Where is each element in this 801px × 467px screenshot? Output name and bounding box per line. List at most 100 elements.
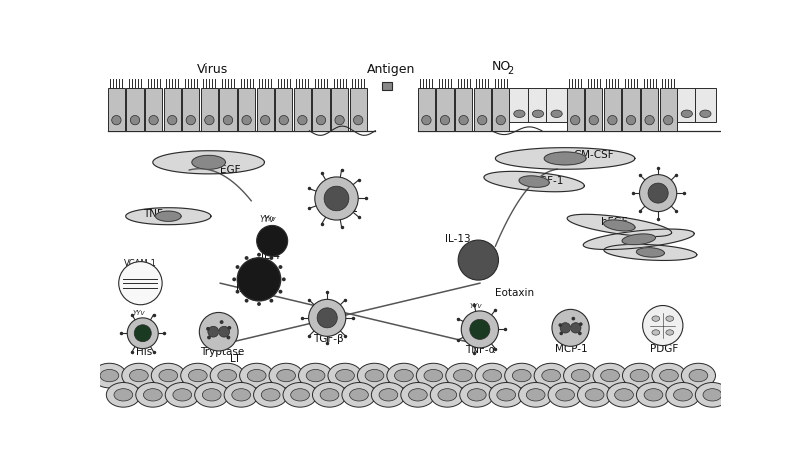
- Circle shape: [119, 262, 162, 305]
- FancyBboxPatch shape: [509, 88, 529, 122]
- FancyBboxPatch shape: [238, 88, 256, 131]
- Circle shape: [207, 326, 219, 337]
- Ellipse shape: [224, 382, 258, 407]
- Ellipse shape: [505, 363, 539, 388]
- Ellipse shape: [151, 363, 185, 388]
- Text: PDGF: PDGF: [650, 344, 678, 354]
- Text: TNF-α: TNF-α: [465, 345, 495, 355]
- Ellipse shape: [365, 369, 384, 382]
- Ellipse shape: [173, 389, 191, 401]
- FancyBboxPatch shape: [455, 88, 472, 131]
- Circle shape: [257, 302, 261, 306]
- FancyBboxPatch shape: [418, 88, 435, 131]
- Circle shape: [235, 265, 239, 269]
- Ellipse shape: [107, 382, 140, 407]
- Text: Virus: Virus: [197, 64, 228, 77]
- Ellipse shape: [306, 369, 325, 382]
- Text: Antigen: Antigen: [368, 64, 416, 77]
- Circle shape: [279, 265, 283, 269]
- Ellipse shape: [218, 369, 236, 382]
- Ellipse shape: [421, 115, 431, 125]
- Text: Tryptase: Tryptase: [200, 347, 244, 358]
- Ellipse shape: [239, 363, 274, 388]
- Polygon shape: [604, 244, 697, 261]
- Ellipse shape: [513, 369, 531, 382]
- Ellipse shape: [298, 115, 307, 125]
- Polygon shape: [484, 171, 584, 192]
- Circle shape: [558, 323, 562, 327]
- Circle shape: [244, 299, 248, 303]
- Ellipse shape: [357, 363, 392, 388]
- Ellipse shape: [578, 382, 612, 407]
- Text: IL-4: IL-4: [261, 251, 280, 261]
- Text: TNF-α: TNF-α: [143, 209, 174, 219]
- Ellipse shape: [652, 363, 686, 388]
- Text: 2: 2: [507, 66, 513, 76]
- Text: TGF-β: TGF-β: [313, 334, 344, 344]
- Ellipse shape: [453, 369, 473, 382]
- Ellipse shape: [526, 389, 545, 401]
- Ellipse shape: [460, 382, 494, 407]
- Text: ICAM-1: ICAM-1: [126, 269, 155, 278]
- Circle shape: [269, 256, 273, 260]
- Circle shape: [282, 277, 286, 281]
- Ellipse shape: [551, 110, 562, 118]
- FancyBboxPatch shape: [331, 88, 348, 131]
- Circle shape: [642, 305, 683, 346]
- Ellipse shape: [477, 115, 487, 125]
- Ellipse shape: [556, 389, 574, 401]
- Text: YYv: YYv: [132, 310, 145, 316]
- Ellipse shape: [586, 389, 604, 401]
- Ellipse shape: [242, 115, 252, 125]
- Ellipse shape: [400, 382, 435, 407]
- Circle shape: [127, 318, 159, 349]
- Circle shape: [219, 326, 230, 337]
- Circle shape: [560, 323, 570, 333]
- Circle shape: [232, 277, 236, 281]
- Text: IL-5: IL-5: [236, 284, 256, 294]
- FancyBboxPatch shape: [586, 88, 602, 131]
- Circle shape: [237, 258, 280, 301]
- Circle shape: [219, 320, 223, 324]
- Ellipse shape: [674, 389, 692, 401]
- Circle shape: [570, 323, 581, 333]
- Circle shape: [227, 336, 231, 340]
- Text: YYv: YYv: [264, 216, 276, 221]
- Circle shape: [308, 299, 346, 336]
- Ellipse shape: [570, 115, 580, 125]
- FancyBboxPatch shape: [437, 88, 453, 131]
- Ellipse shape: [291, 389, 309, 401]
- Circle shape: [206, 327, 210, 331]
- Ellipse shape: [203, 389, 221, 401]
- Ellipse shape: [353, 115, 363, 125]
- Ellipse shape: [143, 389, 162, 401]
- FancyBboxPatch shape: [294, 88, 311, 131]
- Circle shape: [639, 175, 677, 212]
- Circle shape: [648, 183, 668, 203]
- Ellipse shape: [607, 382, 641, 407]
- FancyBboxPatch shape: [312, 88, 329, 131]
- Ellipse shape: [483, 369, 501, 382]
- Text: His: His: [136, 347, 152, 358]
- Ellipse shape: [689, 369, 708, 382]
- Ellipse shape: [254, 382, 288, 407]
- Circle shape: [458, 240, 498, 280]
- Ellipse shape: [513, 110, 525, 118]
- Polygon shape: [153, 151, 264, 174]
- Ellipse shape: [409, 389, 427, 401]
- Ellipse shape: [681, 110, 692, 118]
- Ellipse shape: [548, 382, 582, 407]
- Circle shape: [256, 226, 288, 256]
- Polygon shape: [583, 229, 694, 249]
- Circle shape: [571, 317, 575, 320]
- Ellipse shape: [666, 316, 674, 321]
- Ellipse shape: [210, 363, 244, 388]
- Circle shape: [317, 308, 337, 328]
- Ellipse shape: [100, 369, 119, 382]
- Circle shape: [135, 325, 151, 342]
- Ellipse shape: [342, 382, 376, 407]
- FancyBboxPatch shape: [473, 88, 491, 131]
- Ellipse shape: [489, 382, 523, 407]
- Ellipse shape: [497, 389, 516, 401]
- Circle shape: [579, 322, 582, 326]
